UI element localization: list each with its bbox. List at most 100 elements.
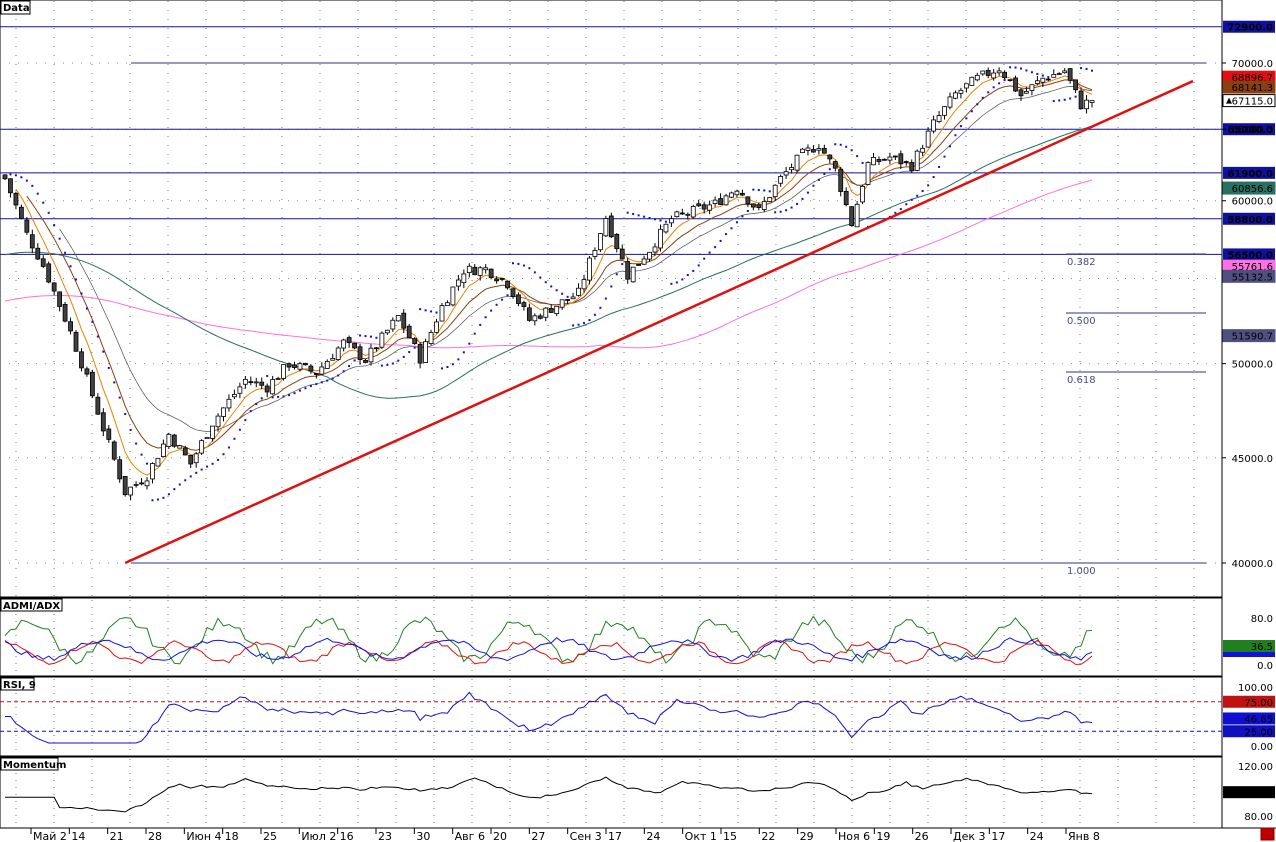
candle-body (379, 332, 385, 348)
candle-body (991, 72, 997, 79)
psar-dot (615, 273, 618, 276)
psar-dot (446, 366, 449, 369)
psar-dot (156, 498, 159, 501)
psar-dot (719, 239, 722, 242)
psar-dot (643, 215, 646, 218)
candle-body (357, 346, 363, 360)
candle-body (854, 203, 860, 228)
expand-button[interactable] (1260, 827, 1275, 841)
psar-dot (369, 335, 372, 338)
candle-body (144, 480, 150, 487)
psar-dot (610, 285, 613, 288)
candle-body (516, 294, 521, 304)
candle-body (1040, 77, 1046, 83)
time-tick-label: Июн 4 (186, 830, 221, 842)
candle-body (177, 445, 183, 449)
candle-body (335, 347, 341, 360)
candle-body (319, 366, 325, 375)
level-price-tag (1223, 166, 1275, 179)
psar-dot (757, 189, 760, 192)
psar-dot (102, 350, 105, 353)
indicator-tag (1222, 181, 1276, 195)
psar-dot (178, 483, 181, 486)
panel-frame (0, 597, 1223, 677)
psar-dot (850, 149, 853, 152)
admi-panel-label: ADMI/ADX (0, 598, 63, 612)
psar-dot (528, 267, 531, 270)
psar-dot (1063, 98, 1066, 101)
psar-dot (233, 437, 236, 440)
time-tick-label: 23 (378, 830, 392, 842)
candle-body (155, 457, 161, 467)
candle-body (1024, 91, 1029, 94)
candle-body (707, 204, 713, 211)
candle-body (625, 261, 631, 280)
candle-body (412, 338, 418, 344)
candle-body (838, 168, 844, 192)
psar-dot (637, 214, 640, 217)
psar-dot (976, 103, 979, 106)
psar-dot (217, 458, 220, 461)
psar-dot (774, 211, 777, 214)
indicator-tag (1222, 269, 1276, 283)
ema-fast-line (15, 75, 1093, 476)
time-tick-label: Сен 3 (570, 830, 602, 842)
psar-dot (1003, 79, 1006, 82)
psar-dot (692, 269, 695, 272)
candle-body (821, 147, 827, 154)
candle-body (1002, 71, 1008, 79)
indicator-tag-label: 51590.7 (1232, 332, 1273, 343)
indicator-tag-label: 55761.6 (1232, 262, 1273, 273)
candle-body (188, 455, 194, 465)
psar-dot (238, 428, 241, 431)
candle-body (406, 325, 412, 339)
candle-body (89, 371, 95, 397)
candle-body (95, 396, 101, 415)
level-price-tag (1223, 20, 1275, 33)
psar-dot (1014, 66, 1017, 69)
time-tick-label: 18 (225, 830, 239, 842)
candle-body (106, 428, 112, 440)
psar-dot (763, 189, 766, 192)
candle-body (1051, 74, 1057, 78)
psar-dot (298, 389, 301, 392)
candle-body (958, 89, 964, 94)
candle-body (24, 219, 30, 233)
candle-body (892, 155, 898, 158)
candle-body (352, 342, 357, 349)
candle-body (204, 436, 210, 440)
candle-body (248, 381, 254, 384)
candle-body (237, 386, 243, 394)
price-tick-label: 60000.0 (1232, 197, 1273, 208)
fibonacci-label: 0.382 (1067, 257, 1096, 268)
candle-body (723, 195, 729, 206)
ema-slow-line (26, 79, 1093, 451)
psar-dot (856, 155, 859, 158)
psar-dot (506, 294, 509, 297)
psar-dot (397, 359, 400, 362)
psar-dot (686, 274, 689, 277)
candle-body (253, 381, 259, 384)
psar-dot (222, 453, 225, 456)
candle-body (232, 393, 237, 398)
time-tick-label: Июл 2 (301, 830, 336, 842)
psar-dot (1030, 71, 1033, 74)
time-tick-label: 22 (761, 830, 775, 842)
candle-body (226, 398, 232, 409)
candle-body (18, 206, 24, 219)
candle-body (783, 171, 789, 176)
candle-body (789, 167, 794, 171)
candle-body (384, 329, 390, 334)
psar-dot (1019, 67, 1022, 70)
psar-dot (659, 219, 662, 222)
psar-dot (380, 364, 383, 367)
candle-body (510, 288, 516, 297)
candle-body (79, 351, 84, 369)
psar-dot (413, 346, 416, 349)
candle-body (532, 315, 538, 322)
psar-dot (25, 179, 28, 182)
psar-dot (75, 278, 78, 281)
price-tick-label: 50000.0 (1232, 360, 1273, 371)
psar-dot (828, 168, 831, 171)
